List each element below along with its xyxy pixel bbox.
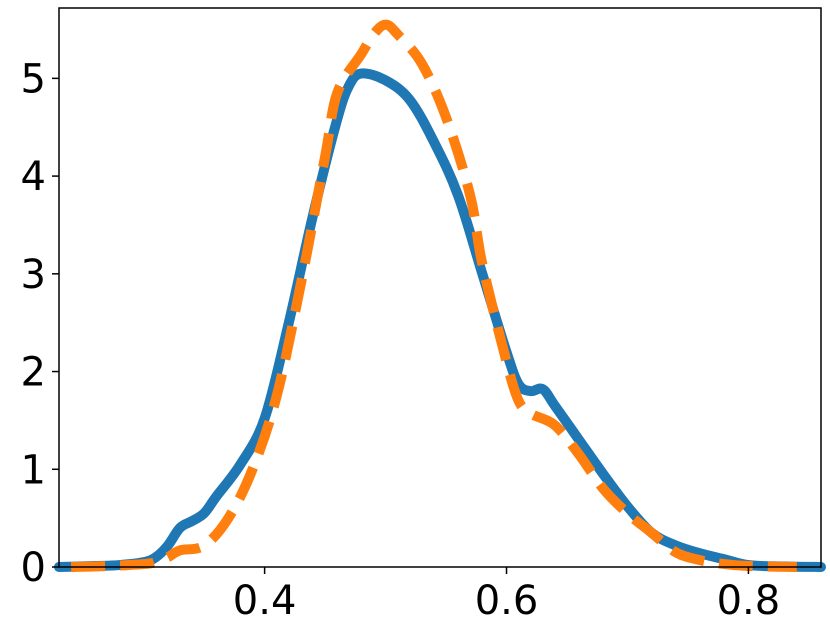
y-tick-label: 4	[21, 154, 46, 200]
y-axis: 0 1 2 3 4 5	[21, 56, 59, 591]
plot-frame	[58, 7, 822, 568]
series-layer	[54, 19, 826, 572]
y-tick-label: 0	[21, 545, 46, 591]
y-tick-label: 2	[21, 350, 46, 396]
x-tick-label: 0.8	[717, 578, 781, 623]
y-tick-label: 5	[21, 56, 46, 102]
series-line-2	[70, 19, 797, 572]
x-tick-label: 0.4	[233, 578, 297, 623]
series-line-1	[54, 68, 826, 572]
y-tick-label: 1	[21, 447, 46, 493]
x-axis: 0.4 0.6 0.8	[233, 567, 780, 623]
x-tick-label: 0.6	[475, 578, 539, 623]
y-tick-label: 3	[21, 252, 46, 298]
